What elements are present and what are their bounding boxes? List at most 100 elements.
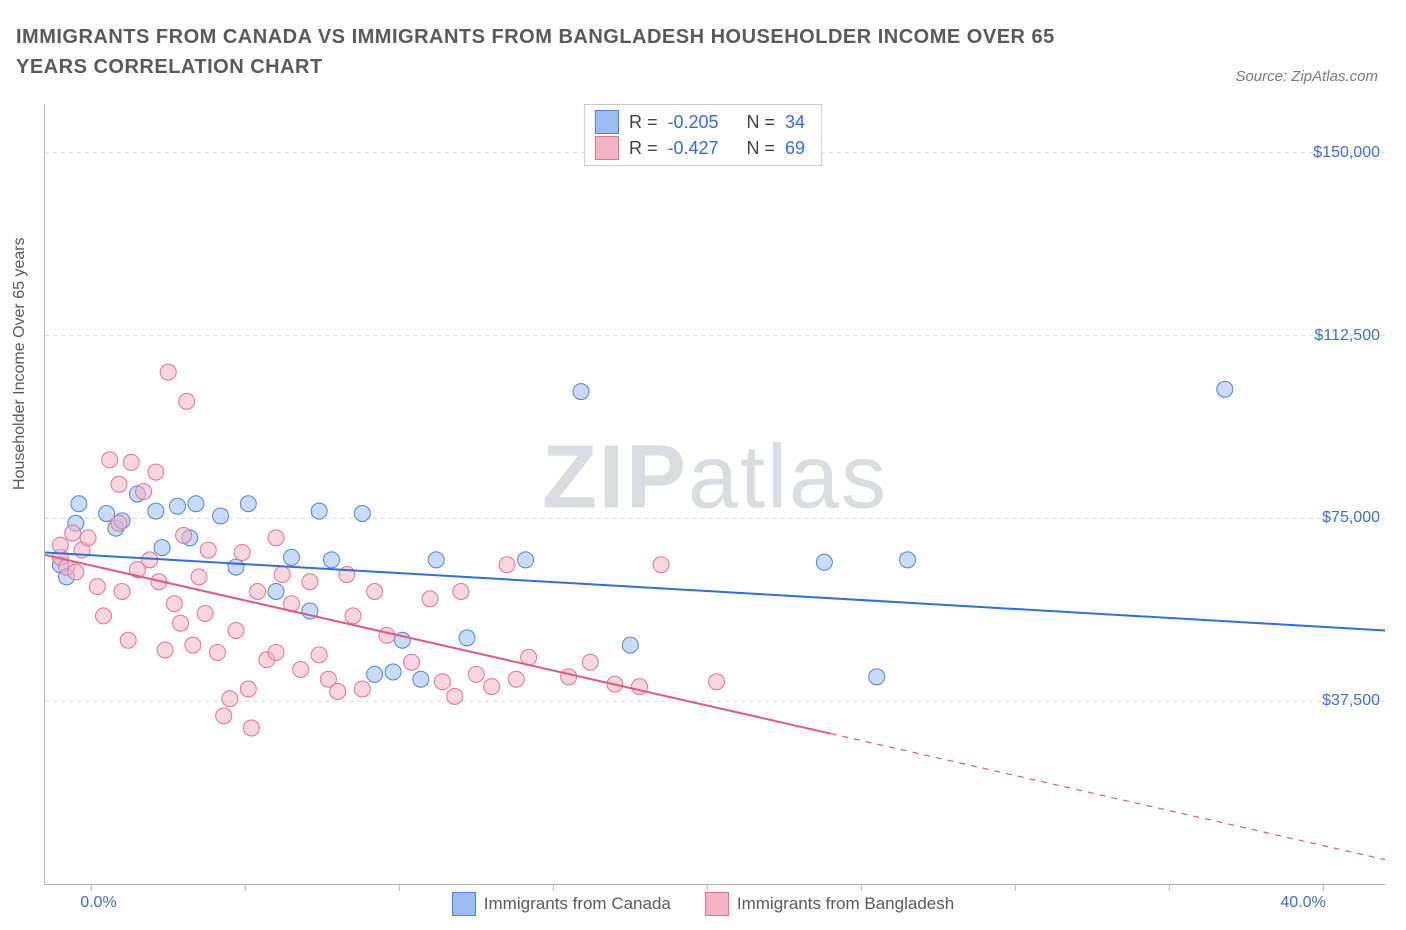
correlation-legend-row: R = -0.205 N = 34 — [595, 109, 805, 135]
legend-n-label: N = — [747, 112, 776, 133]
data-point — [816, 554, 832, 570]
bottom-legend-label: Immigrants from Canada — [484, 894, 671, 914]
data-point — [268, 530, 284, 546]
data-point — [188, 496, 204, 512]
data-point — [283, 549, 299, 565]
data-point — [484, 679, 500, 695]
data-point — [166, 596, 182, 612]
legend-swatch — [595, 136, 619, 160]
trend-line — [45, 553, 1385, 631]
data-point — [148, 464, 164, 480]
data-point — [240, 496, 256, 512]
data-point — [191, 569, 207, 585]
data-point — [173, 615, 189, 631]
data-point — [422, 591, 438, 607]
legend-r-value: -0.205 — [667, 112, 718, 133]
data-point — [250, 584, 266, 600]
data-point — [459, 630, 475, 646]
data-point — [404, 654, 420, 670]
legend-n-label: N = — [747, 138, 776, 159]
data-point — [154, 540, 170, 556]
data-point — [274, 566, 290, 582]
x-axis-start-label: 0.0% — [80, 894, 116, 912]
data-point — [869, 669, 885, 685]
data-point — [210, 644, 226, 660]
legend-r-label: R = — [629, 138, 658, 159]
data-point — [114, 584, 130, 600]
data-point — [367, 584, 383, 600]
source-label: Source: ZipAtlas.com — [1235, 68, 1378, 85]
data-point — [1217, 381, 1233, 397]
data-point — [89, 579, 105, 595]
x-axis-end-label: 40.0% — [1280, 894, 1325, 912]
data-point — [71, 496, 87, 512]
data-point — [102, 452, 118, 468]
data-point — [200, 542, 216, 558]
data-point — [169, 498, 185, 514]
chart-title: IMMIGRANTS FROM CANADA VS IMMIGRANTS FRO… — [16, 22, 1116, 82]
legend-r-label: R = — [629, 112, 658, 133]
plot-area: ZIPatlas — [44, 104, 1385, 885]
plot-svg — [45, 104, 1385, 884]
data-point — [561, 669, 577, 685]
bottom-legend: Immigrants from Canada Immigrants from Ba… — [0, 892, 1406, 916]
y-tick-label: $37,500 — [1290, 692, 1380, 710]
chart-container: IMMIGRANTS FROM CANADA VS IMMIGRANTS FRO… — [0, 0, 1406, 930]
data-point — [653, 557, 669, 573]
data-point — [228, 623, 244, 639]
data-point — [330, 683, 346, 699]
data-point — [413, 671, 429, 687]
data-point — [243, 720, 259, 736]
data-point — [447, 688, 463, 704]
y-axis-title: Householder Income Over 65 years — [11, 237, 29, 490]
legend-r-value: -0.427 — [667, 138, 718, 159]
data-point — [311, 647, 327, 663]
data-point — [197, 605, 213, 621]
data-point — [385, 664, 401, 680]
data-point — [222, 691, 238, 707]
data-point — [367, 666, 383, 682]
trend-line-dashed — [831, 734, 1385, 860]
legend-n-value: 69 — [785, 138, 805, 159]
data-point — [345, 608, 361, 624]
correlation-legend: R = -0.205 N = 34 R = -0.427 N = 69 — [584, 104, 822, 166]
data-point — [96, 608, 112, 624]
data-point — [268, 584, 284, 600]
data-point — [453, 584, 469, 600]
data-point — [80, 530, 96, 546]
data-point — [311, 503, 327, 519]
data-point — [234, 545, 250, 561]
data-point — [293, 662, 309, 678]
data-point — [518, 552, 534, 568]
data-point — [185, 637, 201, 653]
data-point — [123, 454, 139, 470]
data-point — [179, 393, 195, 409]
data-point — [213, 508, 229, 524]
data-point — [157, 642, 173, 658]
y-tick-label: $112,500 — [1290, 327, 1380, 345]
data-point — [228, 559, 244, 575]
data-point — [176, 527, 192, 543]
bottom-legend-label: Immigrants from Bangladesh — [737, 894, 954, 914]
data-point — [68, 564, 84, 580]
data-point — [354, 681, 370, 697]
data-point — [434, 674, 450, 690]
data-point — [302, 574, 318, 590]
data-point — [65, 525, 81, 541]
data-point — [499, 557, 515, 573]
data-point — [582, 654, 598, 670]
data-point — [216, 708, 232, 724]
data-point — [160, 364, 176, 380]
data-point — [323, 552, 339, 568]
bottom-legend-item: Immigrants from Bangladesh — [705, 892, 954, 916]
data-point — [111, 476, 127, 492]
data-point — [622, 637, 638, 653]
data-point — [111, 515, 127, 531]
y-tick-label: $75,000 — [1290, 509, 1380, 527]
legend-swatch — [705, 892, 729, 916]
bottom-legend-item: Immigrants from Canada — [452, 892, 671, 916]
data-point — [240, 681, 256, 697]
legend-n-value: 34 — [785, 112, 805, 133]
data-point — [120, 632, 136, 648]
data-point — [900, 552, 916, 568]
